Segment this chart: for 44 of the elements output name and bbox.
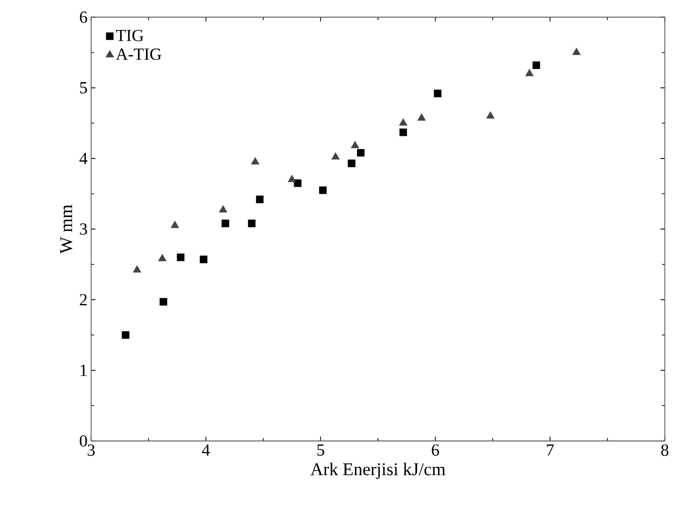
- point: [200, 256, 208, 264]
- legend-label: A-TIG: [116, 48, 162, 60]
- y-tick-label: 1: [80, 364, 87, 376]
- x-tick-label: 3: [88, 444, 95, 456]
- point: [218, 205, 228, 212]
- point: [525, 68, 534, 76]
- legend-label: TIG: [116, 30, 144, 42]
- y-tick-label: 3: [80, 223, 87, 235]
- point: [122, 331, 130, 339]
- point: [251, 157, 260, 164]
- point: [331, 152, 340, 160]
- point: [294, 179, 302, 187]
- point: [222, 220, 230, 228]
- point: [170, 220, 180, 228]
- point: [434, 90, 442, 98]
- point: [256, 196, 264, 204]
- point: [417, 113, 426, 121]
- x-tick-label: 8: [661, 444, 668, 456]
- point: [348, 160, 356, 168]
- point: [350, 140, 360, 148]
- y-tick-label: 4: [80, 152, 88, 164]
- y-tick-label: 2: [80, 294, 87, 306]
- point: [319, 186, 327, 194]
- point: [160, 298, 168, 306]
- x-tick-label: 4: [202, 444, 210, 456]
- point: [532, 61, 540, 69]
- point: [486, 111, 495, 119]
- x-tick-label: 7: [546, 444, 554, 456]
- point: [158, 254, 166, 262]
- point: [399, 128, 407, 136]
- point: [288, 174, 296, 182]
- point: [132, 265, 142, 272]
- y-tick-label: 5: [80, 82, 87, 94]
- x-tick-label: 6: [432, 444, 440, 456]
- point: [399, 118, 408, 126]
- point: [356, 148, 365, 157]
- y-axis-title: W mm: [60, 204, 72, 254]
- x-tick-label: 5: [317, 444, 324, 456]
- y-tick-label: 0: [80, 435, 87, 447]
- point: [572, 48, 581, 55]
- y-tick-label: 6: [80, 11, 88, 23]
- x-axis-title: Ark Enerjisi kJ/cm: [310, 462, 446, 479]
- point: [248, 220, 256, 228]
- point: [176, 253, 184, 262]
